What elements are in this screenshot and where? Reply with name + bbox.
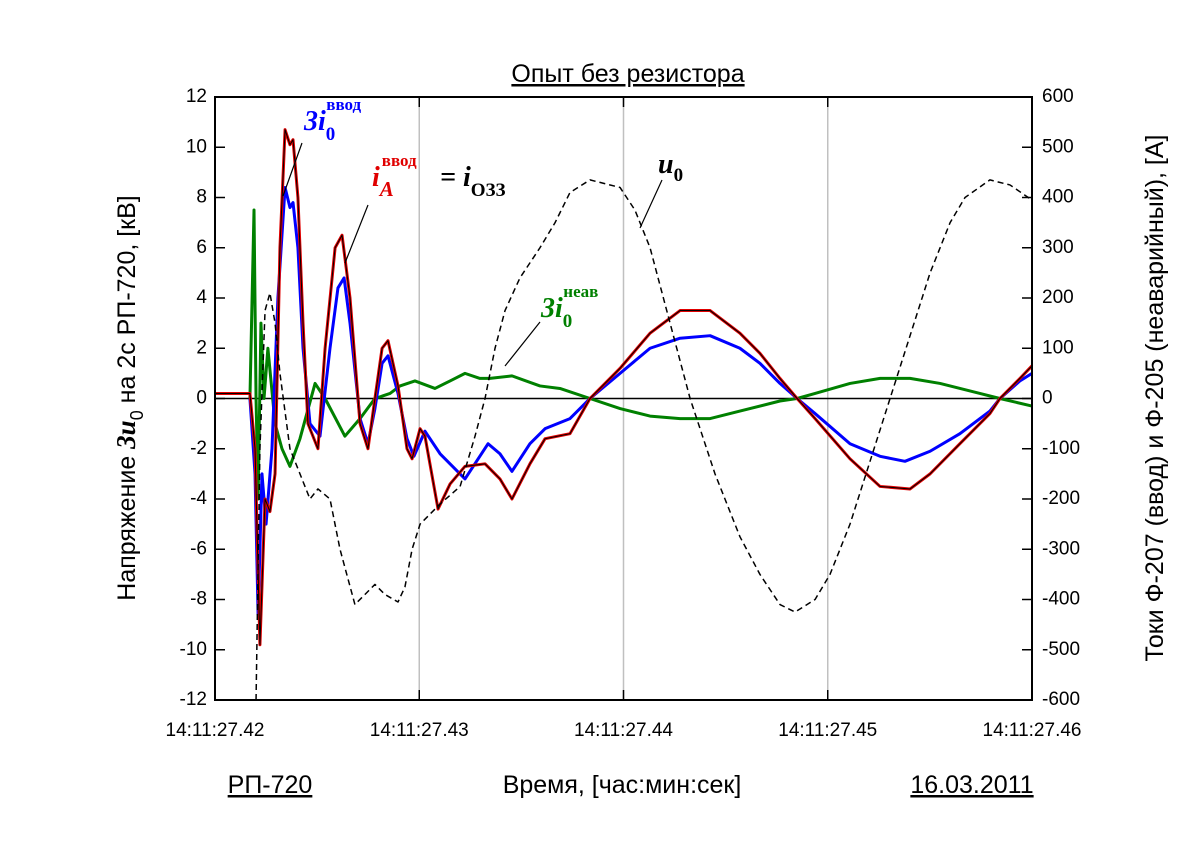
x-tick-label: 14:11:27.43 bbox=[370, 720, 469, 741]
annotation-sub: 0 bbox=[563, 311, 573, 332]
annotation: = iОЗЗ bbox=[440, 162, 506, 201]
leader bbox=[282, 142, 303, 197]
x-tick-label: 14:11:27.46 bbox=[983, 720, 1082, 741]
y2-axis-label: Токи Ф-207 (ввод) и Ф-205 (неаварийный),… bbox=[1141, 135, 1169, 662]
annotation-text: = i bbox=[440, 162, 471, 193]
y2-tick-label: 200 bbox=[1042, 287, 1074, 308]
y2-tick-label: -200 bbox=[1042, 488, 1080, 509]
axes: 14:11:27.42 14:11:27.43 14:11:27.44 14:11:2… bbox=[166, 86, 1082, 741]
y2-tick-label: 500 bbox=[1042, 136, 1074, 157]
x-tick-label: 14:11:27.42 bbox=[166, 720, 265, 741]
y2-tick-label: 300 bbox=[1042, 237, 1074, 258]
y-tick-label: -10 bbox=[180, 639, 207, 660]
y-tick-label: -12 bbox=[180, 689, 207, 710]
annotation: u0 bbox=[658, 149, 683, 186]
y-axis-label: Напряжение 3u0 на 2с РП-720, [кВ] bbox=[111, 195, 147, 600]
y2-tick-label: -600 bbox=[1042, 689, 1080, 710]
annotation: 3i0 неав bbox=[540, 282, 598, 332]
annotation-text: 3i bbox=[540, 293, 563, 324]
annotation: iAввод bbox=[372, 151, 417, 201]
annotation-text: i bbox=[372, 162, 380, 193]
x-axis-label: Время, [час:мин:сек] bbox=[503, 771, 742, 799]
annotation-sub: 0 bbox=[674, 165, 684, 186]
y-tick-label: 6 bbox=[196, 237, 207, 258]
x-tick-label: 14:11:27.44 bbox=[574, 720, 673, 741]
y2-tick-label: -100 bbox=[1042, 438, 1080, 459]
y-tick-label: 12 bbox=[186, 86, 207, 107]
y-tick-label: 8 bbox=[196, 187, 207, 208]
y-tick-label: 2 bbox=[196, 337, 207, 358]
y2-tick-label: 600 bbox=[1042, 86, 1074, 107]
annotation-sup: неав bbox=[563, 282, 598, 301]
y2-tick-label: 100 bbox=[1042, 337, 1074, 358]
series-overlay-line bbox=[215, 129, 1033, 646]
y-axis-label-symbol: 3u bbox=[111, 420, 141, 450]
annotation-leaders bbox=[282, 142, 663, 367]
leader bbox=[639, 179, 663, 229]
y2-tick-label: -300 bbox=[1042, 538, 1080, 559]
y-tick-label: 10 bbox=[186, 136, 207, 157]
y-axis-label-rest: на 2с РП-720, [кВ] bbox=[113, 195, 141, 410]
annotation: 3i0 ввод bbox=[303, 95, 362, 145]
series-line bbox=[248, 185, 1033, 617]
annotation-text: 3i bbox=[303, 106, 326, 137]
x-tick-label: 14:11:27.45 bbox=[778, 720, 877, 741]
y2-tick-label: 0 bbox=[1042, 388, 1053, 409]
plot-lines bbox=[215, 128, 1034, 701]
y-tick-label: 0 bbox=[196, 388, 207, 409]
annotation-sup: ввод bbox=[326, 95, 361, 114]
y-tick-label: -2 bbox=[190, 438, 207, 459]
annotation-sub: 0 bbox=[326, 124, 336, 145]
y-axis-label-text: Напряжение bbox=[113, 449, 141, 601]
y2-tick-label: 400 bbox=[1042, 187, 1074, 208]
annotation-sub: A bbox=[378, 177, 394, 201]
leader bbox=[504, 321, 541, 367]
chart-title: Опыт без резистора bbox=[511, 60, 744, 88]
y2-tick-label: -500 bbox=[1042, 639, 1080, 660]
annotation-sub: ОЗЗ bbox=[471, 180, 506, 201]
annotation-text: u bbox=[658, 149, 674, 180]
leader bbox=[344, 204, 369, 264]
footer-right: 16.03.2011 bbox=[910, 771, 1033, 799]
annotation-sup: ввод bbox=[382, 151, 417, 170]
y-tick-label: -6 bbox=[190, 538, 207, 559]
y-tick-label: 4 bbox=[196, 287, 207, 308]
y-tick-label: -4 bbox=[190, 488, 207, 509]
y2-tick-label: -400 bbox=[1042, 589, 1080, 610]
y-axis-label-sub: 0 bbox=[127, 410, 147, 420]
y-tick-label: -8 bbox=[190, 589, 207, 610]
footer-left: РП-720 bbox=[228, 771, 313, 799]
